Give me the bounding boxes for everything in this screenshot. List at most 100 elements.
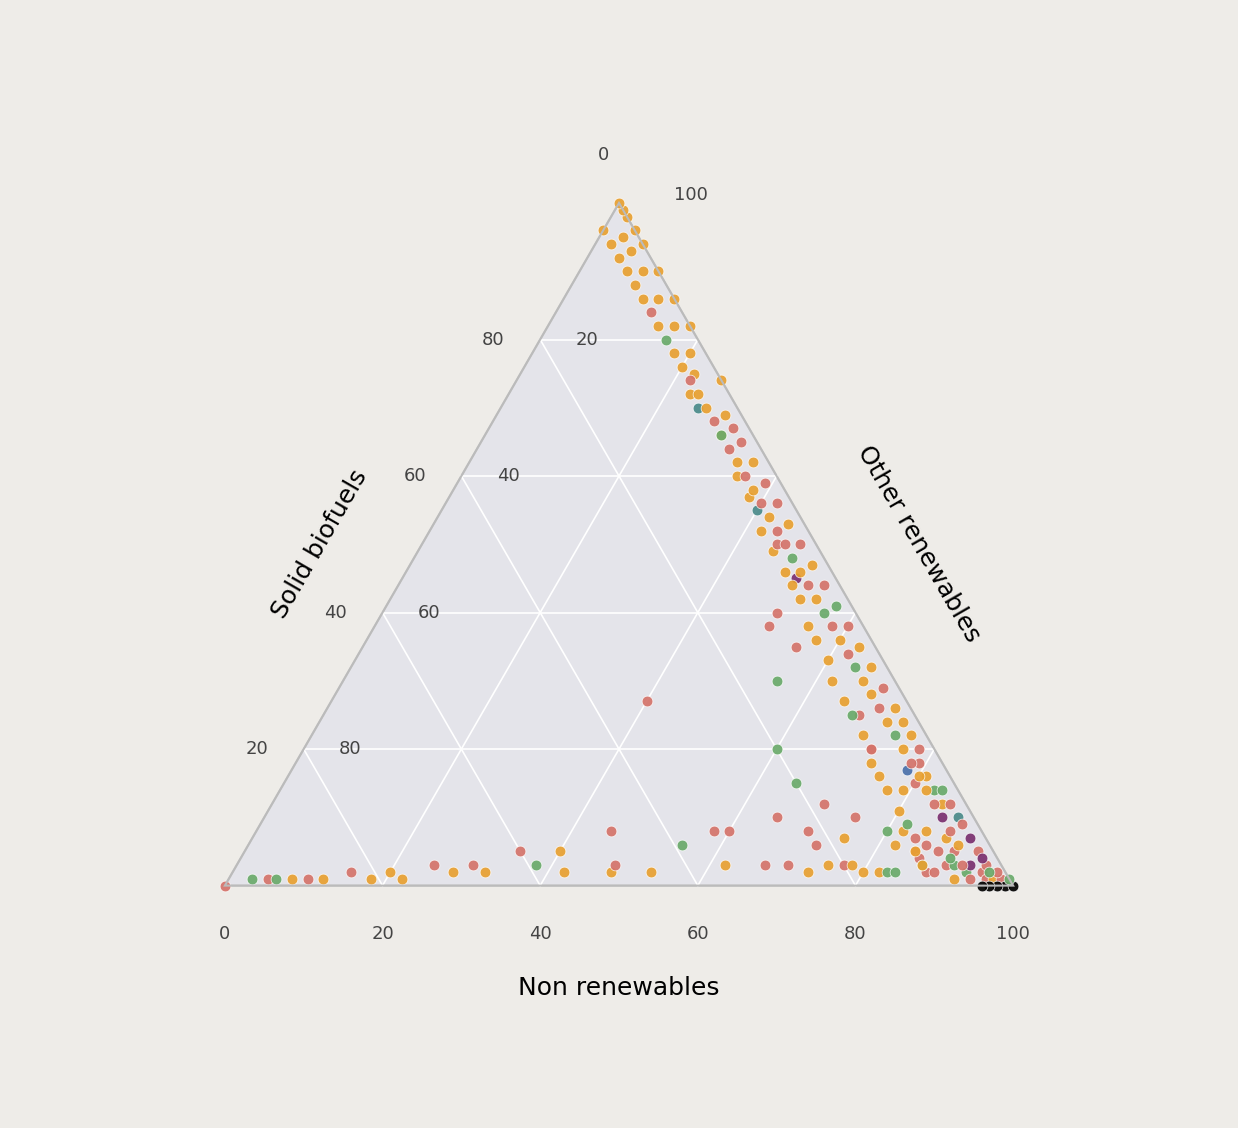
Point [799,617,818,635]
Point [869,699,889,717]
Text: 20: 20 [371,925,394,943]
Point [633,290,652,308]
Point [853,672,873,690]
Point [862,658,881,676]
Point [928,843,948,861]
Point [826,597,846,615]
Point [759,508,779,526]
Point [633,235,652,253]
Point [959,829,979,847]
Point [979,876,999,895]
Point [873,679,893,697]
Point [665,317,685,335]
Point [849,637,869,655]
Point [842,856,862,874]
Text: 40: 40 [324,603,347,622]
Point [728,467,748,485]
Point [703,413,723,431]
Point [838,617,858,635]
Point [846,658,865,676]
Point [799,576,818,594]
Point [862,754,881,772]
Point [952,856,972,874]
Point [712,371,732,389]
Point [909,754,928,772]
Point [766,672,786,690]
Point [912,856,932,874]
Point [799,822,818,840]
Point [786,637,806,655]
Point [815,576,834,594]
Point [649,317,669,335]
Point [766,740,786,758]
Point [833,693,853,711]
Point [766,494,786,512]
Text: 20: 20 [245,740,269,758]
Point [392,870,412,888]
Point [862,740,881,758]
Point [936,829,956,847]
Point [877,713,896,731]
Point [940,822,959,840]
Point [829,631,849,649]
Point [656,331,676,349]
Point [877,822,896,840]
Point [640,303,660,321]
Point [790,590,810,608]
Text: 100: 100 [675,186,708,204]
Point [790,563,810,581]
Point [613,201,633,219]
Point [916,767,936,785]
Point [633,262,652,280]
Point [968,843,988,861]
Point [463,856,483,874]
Point [948,836,968,854]
Point [979,863,999,881]
Point [763,543,782,561]
Point [553,863,573,881]
Point [680,317,699,335]
Point [983,870,1003,888]
Point [838,644,858,662]
Point [853,863,873,881]
Point [703,822,723,840]
Point [885,726,905,744]
Point [342,863,361,881]
Point [790,536,810,554]
Point [786,570,806,588]
Point [617,208,636,226]
Point [909,740,928,758]
Point [972,849,992,867]
Point [719,822,739,840]
Point [602,235,621,253]
Point [716,406,735,424]
Point [755,474,775,492]
Point [743,453,763,472]
Point [266,870,286,888]
Point [885,863,905,881]
Point [885,836,905,854]
Point [751,494,771,512]
Point [688,398,708,416]
Text: Other renewables: Other renewables [853,442,984,646]
Point [613,228,633,246]
Text: 40: 40 [529,925,552,943]
Point [526,856,546,874]
Point [766,536,786,554]
Point [956,863,976,881]
Point [475,863,495,881]
Point [822,672,842,690]
Point [609,194,629,212]
Point [423,856,443,874]
Text: 80: 80 [339,740,361,758]
Point [940,794,959,812]
Point [259,870,279,888]
Point [909,767,928,785]
Point [901,754,921,772]
Text: 60: 60 [687,925,709,943]
Point [665,344,685,362]
Point [759,617,779,635]
Point [672,358,692,376]
Point [846,809,865,827]
Point [833,856,853,874]
